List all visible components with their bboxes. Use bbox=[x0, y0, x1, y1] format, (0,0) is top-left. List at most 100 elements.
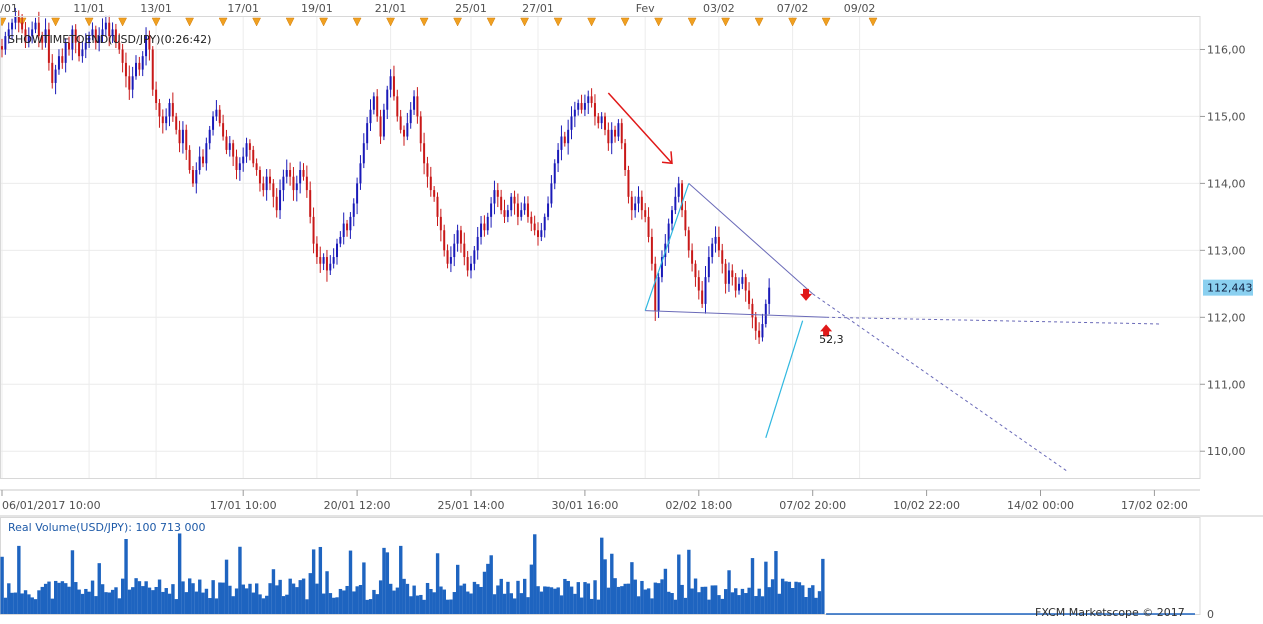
candle-body bbox=[758, 330, 761, 338]
volume-bar bbox=[767, 587, 771, 614]
candle-body bbox=[248, 143, 251, 150]
volume-bar bbox=[228, 585, 232, 614]
volume-bar bbox=[687, 549, 691, 614]
candle-body bbox=[701, 290, 704, 304]
candle-body bbox=[563, 136, 566, 144]
candle-body bbox=[707, 257, 710, 278]
top-date-label: 19/01 bbox=[301, 2, 333, 15]
volume-bar bbox=[348, 550, 353, 614]
volume-bar bbox=[415, 595, 420, 614]
event-marker bbox=[0, 17, 7, 27]
candle-body bbox=[195, 170, 198, 184]
volume-bar bbox=[231, 596, 235, 614]
candle-body bbox=[124, 62, 127, 77]
axes: 110,00 111,00 112,00 113,00 114,00 115,00 116,… bbox=[0, 2, 1246, 512]
candle-body bbox=[600, 116, 603, 124]
candle-body bbox=[520, 210, 523, 217]
candlesticks bbox=[1, 7, 771, 344]
volume-bar bbox=[345, 585, 349, 614]
volume-bar bbox=[791, 588, 795, 614]
volume-bar bbox=[419, 594, 423, 614]
volume-bar bbox=[523, 578, 527, 614]
candle-body bbox=[446, 250, 449, 264]
candle-body bbox=[496, 190, 499, 197]
candle-body bbox=[51, 62, 54, 83]
volume-bar bbox=[650, 598, 654, 614]
candle-body bbox=[480, 223, 483, 237]
candle-body bbox=[161, 116, 164, 124]
candle-body bbox=[295, 183, 298, 191]
candle-body bbox=[245, 143, 248, 157]
candle-body bbox=[57, 56, 60, 70]
volume-title: Real Volume(USD/JPY): 100 713 000 bbox=[8, 521, 205, 534]
volume-bar bbox=[365, 599, 369, 614]
candle-body bbox=[175, 116, 178, 130]
volume-bar bbox=[690, 588, 694, 614]
volume-bar bbox=[241, 584, 245, 614]
candle-body bbox=[382, 109, 385, 137]
candle-body bbox=[547, 203, 550, 217]
volume-bar bbox=[258, 594, 262, 614]
volume-bar bbox=[603, 559, 607, 614]
candle-body bbox=[68, 42, 70, 50]
candle-body bbox=[101, 29, 104, 37]
candle-body bbox=[466, 257, 469, 271]
candle-body bbox=[493, 190, 496, 204]
top-date-label: 13/01 bbox=[140, 2, 172, 15]
volume-bar bbox=[188, 578, 192, 614]
volume-bar bbox=[395, 587, 400, 614]
volume-bar bbox=[134, 578, 138, 614]
cyan-line bbox=[765, 320, 804, 439]
volume-bar bbox=[13, 592, 18, 614]
candle-body bbox=[516, 203, 519, 217]
volume-bar bbox=[402, 578, 406, 614]
candle-body bbox=[413, 96, 416, 110]
candle-body bbox=[202, 156, 204, 164]
candle-body bbox=[533, 223, 536, 231]
volume-bar bbox=[285, 594, 289, 614]
price-gridlines bbox=[0, 16, 1200, 478]
candle-body bbox=[610, 129, 613, 144]
candle-body bbox=[426, 163, 429, 177]
event-marker bbox=[754, 17, 764, 27]
candle-body bbox=[403, 129, 405, 137]
volume-bar bbox=[204, 588, 209, 614]
candle-body bbox=[657, 277, 660, 311]
candle-body bbox=[78, 42, 81, 57]
candle-body bbox=[215, 109, 218, 117]
candle-body bbox=[362, 143, 365, 164]
candle-body bbox=[208, 129, 211, 144]
volume-bar bbox=[713, 585, 718, 614]
volume-bar bbox=[161, 591, 165, 614]
watermark: FXCM Marketscope © 2017 bbox=[1035, 606, 1185, 619]
volume-bar bbox=[184, 592, 189, 614]
candle-body bbox=[165, 116, 168, 124]
candle-body bbox=[299, 170, 302, 184]
volume-bar bbox=[492, 594, 497, 614]
volume-bar bbox=[47, 581, 51, 614]
candle-body bbox=[181, 129, 184, 144]
buy-arrow bbox=[820, 324, 833, 337]
volume-bar bbox=[291, 583, 296, 614]
top-date-label: Fev bbox=[636, 2, 655, 15]
candle-body bbox=[624, 143, 627, 170]
candle-body bbox=[205, 143, 208, 164]
trendline bbox=[812, 293, 1068, 472]
volume-bar bbox=[543, 586, 547, 614]
candle-body bbox=[61, 56, 64, 63]
top-date-label: 07/01 bbox=[0, 2, 18, 15]
volume-bar bbox=[389, 583, 393, 614]
candle-body bbox=[614, 129, 617, 137]
volume-bar bbox=[757, 588, 761, 614]
volume-bar bbox=[600, 537, 604, 614]
cyan-line bbox=[644, 183, 690, 311]
volume-bar bbox=[214, 598, 219, 614]
volume-bar bbox=[596, 599, 601, 614]
volume-bar bbox=[502, 593, 507, 614]
volume-bar bbox=[817, 591, 822, 614]
volume-bar bbox=[255, 583, 259, 614]
volume-bar bbox=[740, 588, 745, 614]
y-tick-label: 112,00 bbox=[1207, 311, 1246, 324]
